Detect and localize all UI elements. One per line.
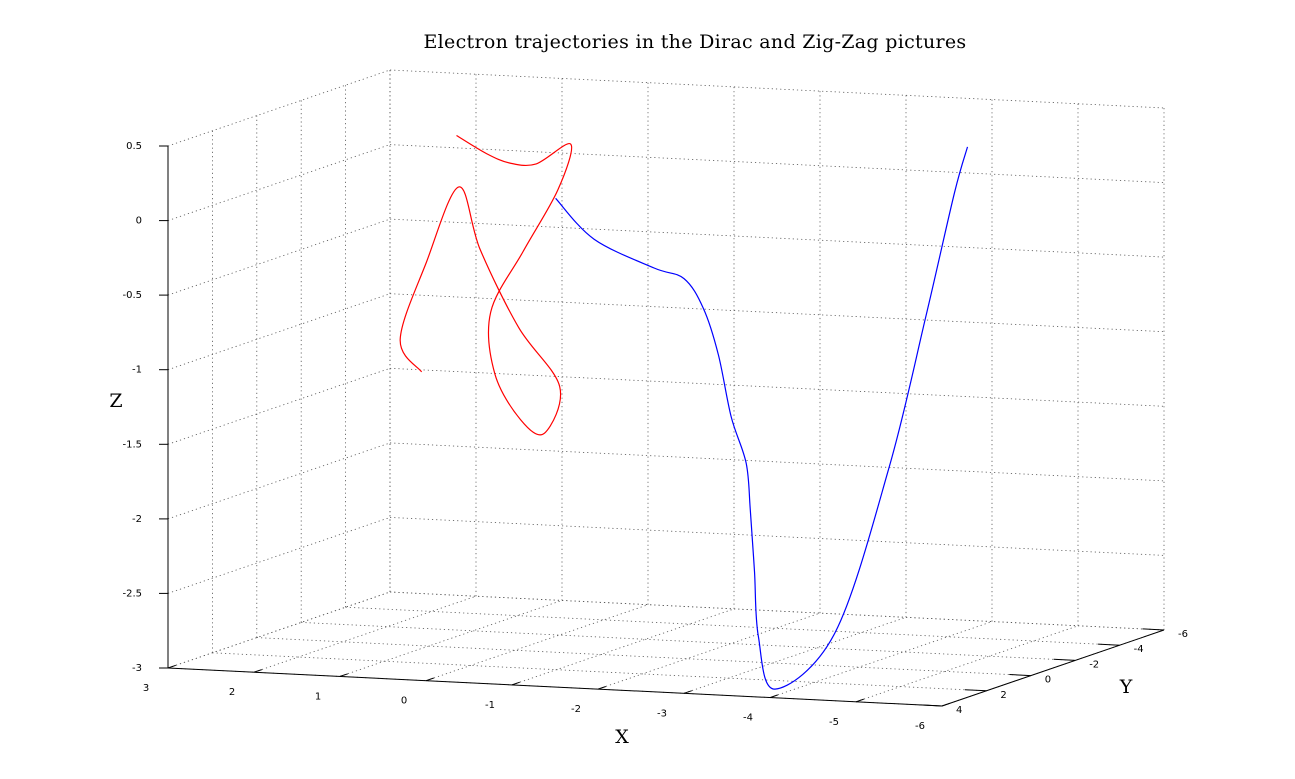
z-tick-label: -0.5 [122, 290, 142, 301]
floor-grid-line [511, 608, 735, 686]
side-wall-grid-line [167, 69, 391, 147]
z-tick-label: -1.5 [122, 439, 142, 450]
y-tick-label: -2 [1089, 659, 1099, 670]
y-tick-label: 0 [1045, 675, 1051, 686]
back-wall-grid-line [389, 218, 1165, 258]
z-tick-label: 0.5 [126, 141, 142, 152]
y-tick-mark [920, 704, 943, 707]
x-tick-mark [683, 690, 692, 694]
floor-grid-line [683, 616, 907, 694]
y-tick-mark [1053, 658, 1076, 661]
z-tick-label: 0 [136, 216, 142, 227]
floor-grid-line [339, 600, 563, 677]
x-tick-label: 0 [401, 696, 407, 707]
x-tick-label: -4 [743, 713, 753, 724]
chart-title: Electron trajectories in the Dirac and Z… [424, 31, 967, 53]
side-wall-grid-line [167, 293, 391, 371]
x-tick-mark [941, 702, 950, 707]
x-tick-label: 2 [229, 687, 235, 698]
side-wall-grid-line [167, 517, 391, 594]
z-tick-label: -1 [132, 365, 142, 376]
z-tick-label: -2 [132, 514, 142, 525]
x-tick-mark [253, 669, 262, 673]
x-axis-label: X [615, 726, 629, 748]
back-wall-grid-line [389, 367, 1165, 407]
y-tick-label: 2 [1000, 690, 1006, 701]
floor-grid-line [167, 591, 391, 669]
x-tick-label: -1 [485, 700, 495, 711]
y-tick-mark [1098, 643, 1120, 646]
z-axis-label: Z [109, 390, 122, 412]
y-tick-label: -4 [1134, 644, 1144, 655]
floor-grid-line [301, 622, 1076, 661]
blue-trajectory-line [555, 146, 969, 690]
z-tick-label: -3 [132, 663, 142, 674]
floor-grid-line [597, 612, 821, 690]
x-tick-label: -2 [571, 704, 581, 715]
y-tick-label: -6 [1178, 629, 1188, 640]
grid-lines [167, 69, 1165, 707]
x-tick-mark [769, 694, 778, 699]
x-tick-label: -5 [829, 717, 839, 728]
red-trajectory-line [399, 134, 573, 436]
side-wall-grid-line [167, 144, 391, 221]
x-axis-line [167, 667, 943, 707]
back-wall-grid-line [389, 144, 1165, 183]
x-tick-mark [511, 681, 520, 686]
back-wall-grid-line [389, 442, 1165, 482]
floor-grid-line [212, 652, 987, 692]
axes [159, 145, 1165, 707]
z-tick-label: -2.5 [122, 588, 142, 599]
y-axis-line [941, 629, 1165, 707]
x-tick-mark [167, 664, 176, 669]
floor-grid-line [769, 621, 993, 698]
x-tick-mark [597, 686, 606, 690]
side-wall-grid-line [167, 591, 391, 669]
side-wall-grid-line [167, 367, 391, 445]
back-wall-grid-line [389, 591, 1165, 631]
floor-grid-line [345, 606, 1120, 646]
y-tick-mark [1142, 628, 1165, 631]
y-tick-mark [1009, 674, 1031, 677]
back-wall-grid-line [389, 517, 1165, 556]
x-tick-label: 1 [315, 691, 321, 702]
x-tick-mark [425, 677, 434, 682]
y-tick-mark [964, 689, 987, 692]
back-wall-grid-line [389, 293, 1165, 333]
x-tick-mark [855, 698, 864, 703]
floor-grid-line [256, 637, 1031, 676]
x-tick-label: 3 [143, 683, 149, 694]
x-tick-mark [339, 673, 348, 677]
back-wall-grid-line [389, 69, 1165, 109]
floor-grid-line [425, 604, 649, 682]
y-tick-label: 4 [956, 705, 962, 716]
floor-grid-line [253, 595, 477, 673]
series-lines [399, 134, 969, 690]
x-tick-label: -3 [657, 708, 667, 719]
floor-grid-line [855, 625, 1079, 703]
side-wall-grid-line [167, 218, 391, 296]
side-wall-grid-line [167, 442, 391, 520]
tick-labels: 3 2 1 0 -1 -2 -3 -4 -5 -6 4 2 0 -2 -4 -6 0.5 0 -0.5 -1 -1.5 -… [122, 141, 1188, 732]
x-tick-label: -6 [915, 721, 925, 732]
y-axis-label: Y [1119, 676, 1133, 698]
